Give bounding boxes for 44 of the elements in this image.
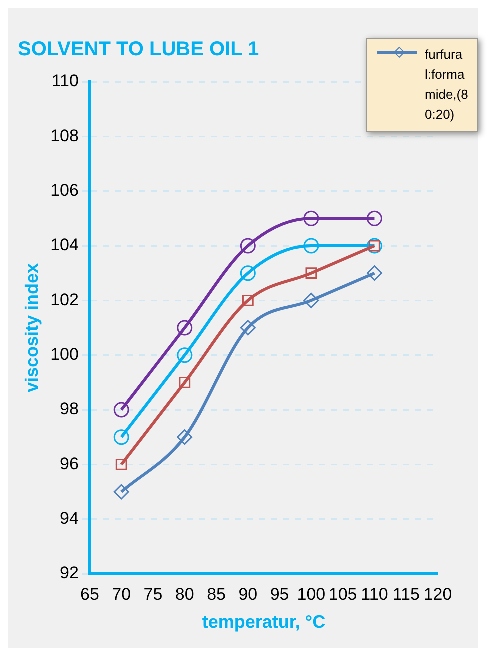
point xyxy=(114,484,130,500)
legend-label: furfural:formamide,(80:20) xyxy=(425,46,469,124)
point xyxy=(114,430,130,446)
point xyxy=(366,266,382,282)
point xyxy=(177,348,193,364)
point xyxy=(304,238,320,254)
x-tick-label: 120 xyxy=(424,584,452,604)
x-tick-label: 115 xyxy=(392,584,420,604)
point xyxy=(366,210,382,226)
point xyxy=(240,320,256,336)
point xyxy=(240,266,256,282)
x-axis-title: temperatur, °C xyxy=(202,612,326,632)
x-tick-label: 95 xyxy=(270,584,290,604)
y-tick-label: 104 xyxy=(50,236,79,255)
chart-title: SOLVENT TO LUBE OIL 1 xyxy=(18,38,260,61)
y-tick-label: 110 xyxy=(52,72,79,91)
x-tick-label: 65 xyxy=(80,584,100,604)
x-tick-label: 105 xyxy=(328,584,358,604)
y-tick-label: 92 xyxy=(60,564,79,583)
point xyxy=(306,268,318,280)
point xyxy=(179,376,191,388)
y-tick-label: 98 xyxy=(60,400,79,419)
y-tick-label: 96 xyxy=(60,454,79,474)
y-tick-label: 102 xyxy=(50,290,79,310)
x-tick-label: 80 xyxy=(175,584,194,604)
y-axis-title: viscosity index xyxy=(22,263,42,393)
point xyxy=(304,292,320,308)
point xyxy=(242,294,254,306)
x-tick-label: 100 xyxy=(297,584,326,604)
x-tick-label: 70 xyxy=(112,584,132,604)
point xyxy=(304,210,320,226)
y-tick-label: 108 xyxy=(50,126,79,146)
point xyxy=(240,238,256,254)
point xyxy=(177,320,193,336)
x-tick-label: 75 xyxy=(144,584,163,604)
y-tick-label: 94 xyxy=(60,509,79,528)
point xyxy=(177,430,193,446)
y-tick-label: 100 xyxy=(50,345,79,364)
point xyxy=(114,402,130,418)
x-tick-label: 110 xyxy=(361,584,388,604)
y-tick-label: 106 xyxy=(50,181,79,200)
point xyxy=(116,458,128,470)
x-tick-label: 85 xyxy=(207,584,226,604)
x-tick-label: 90 xyxy=(238,584,258,604)
